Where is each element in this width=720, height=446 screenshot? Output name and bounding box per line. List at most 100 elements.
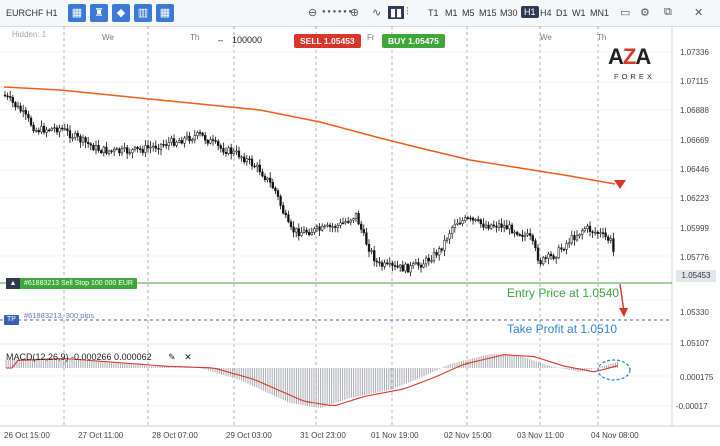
candle-body — [560, 247, 563, 250]
candle-body — [261, 171, 264, 177]
tp-tag[interactable]: TP — [4, 315, 19, 325]
candle-body — [198, 132, 202, 134]
candle-body — [607, 236, 610, 241]
candle-body — [422, 263, 425, 268]
candle-body — [328, 224, 332, 228]
candle-body — [425, 257, 428, 265]
candle-body — [110, 150, 113, 153]
templates-icon[interactable]: ▥ — [134, 4, 152, 22]
candle-body — [11, 97, 14, 103]
candle-body — [79, 136, 82, 143]
macd-highlight-circle — [597, 359, 631, 381]
hidden-objects-label[interactable]: Hidden: 1 — [12, 30, 47, 39]
candle-body — [136, 146, 139, 149]
indicators-icon[interactable]: ♜ — [90, 4, 108, 22]
candle-body — [448, 233, 451, 240]
candle-body — [536, 247, 540, 261]
tf-m30[interactable]: M30 — [500, 8, 518, 18]
candle-body — [274, 187, 277, 192]
candle-body — [552, 255, 555, 259]
tf-m5[interactable]: M5 — [462, 8, 475, 18]
candle-body — [310, 232, 313, 235]
price-tick-label: 1.05776 — [680, 253, 709, 262]
tf-mn1[interactable]: MN1 — [590, 8, 610, 18]
candle-body — [97, 144, 100, 151]
candle-body — [266, 177, 269, 181]
candle-body — [206, 140, 209, 144]
tf-t1[interactable]: T1 — [428, 8, 439, 18]
candle-body — [279, 196, 282, 206]
candle-body — [24, 110, 27, 115]
candle-body — [219, 145, 222, 149]
line-chart-icon[interactable]: ∿ — [372, 7, 382, 19]
tf-m1[interactable]: M1 — [445, 8, 458, 18]
sell-button[interactable]: SELL 1.05453 — [294, 34, 361, 48]
candle-body — [412, 263, 415, 266]
period-label[interactable]: H1 — [46, 8, 58, 18]
moving-average-line — [3, 86, 616, 185]
candle-body — [120, 148, 124, 154]
tf-h1[interactable]: H1 — [521, 6, 539, 18]
pending-order-tag[interactable]: ▲ #61883213 Sell Stop 100 000 EUR — [6, 278, 137, 289]
candle-body — [344, 221, 347, 224]
candle-body — [503, 225, 506, 228]
detach-icon[interactable]: ⧉ — [664, 6, 672, 18]
zoom-out-icon[interactable]: ⊖ — [308, 7, 318, 19]
settings-icon[interactable]: ⚙ — [640, 7, 650, 19]
candle-body — [440, 248, 443, 251]
candle-body — [16, 105, 20, 108]
candle-body — [53, 127, 56, 130]
candle-body — [349, 219, 352, 223]
quantity-minus[interactable]: – — [218, 35, 224, 45]
bar-chart-icon[interactable]: ⫶ — [406, 6, 409, 18]
candle-body — [474, 219, 477, 221]
grid-icon[interactable]: ▦ — [156, 4, 174, 22]
zoom-slider[interactable]: ● ● ● ● ● ● — [322, 9, 353, 15]
candle-body — [487, 224, 490, 229]
zoom-in-icon[interactable]: ⊕ — [350, 7, 360, 19]
quantity-input[interactable]: 100000 — [232, 35, 263, 45]
chart-type-icon[interactable]: ▦ — [68, 4, 86, 22]
candle-chart-icon[interactable]: ▮▮ — [388, 6, 405, 19]
candle-body — [508, 224, 511, 230]
candle-body — [367, 244, 371, 252]
tf-h4[interactable]: H4 — [540, 8, 552, 18]
candle-body — [495, 225, 498, 228]
candle-body — [609, 238, 612, 241]
close-icon[interactable]: ✕ — [694, 7, 704, 19]
candle-body — [201, 132, 204, 136]
edit-pencil-icon[interactable]: ✎ — [168, 352, 176, 362]
candle-body — [443, 240, 446, 251]
minimize-icon[interactable]: ▭ — [620, 7, 631, 19]
candle-body — [497, 223, 501, 228]
candle-body — [354, 213, 358, 219]
symbol-label[interactable]: EURCHF — [6, 8, 44, 18]
candle-body — [365, 232, 368, 245]
candle-body — [326, 224, 329, 227]
candle-body — [76, 133, 79, 137]
candle-body — [42, 125, 46, 133]
remove-indicator-icon[interactable]: ✕ — [184, 352, 192, 362]
tf-d1[interactable]: D1 — [556, 8, 568, 18]
candle-body — [544, 257, 547, 259]
buy-button[interactable]: BUY 1.05475 — [382, 34, 445, 48]
candle-body — [256, 164, 259, 168]
candle-body — [352, 218, 355, 221]
toolbar: EURCHF H1 ▦ ♜ ◆ ▥ ▦ ⊖ ● ● ● ● ● ● ⊕ ∿ ▮▮… — [0, 0, 720, 27]
candle-body — [105, 146, 108, 154]
candle-body — [144, 145, 147, 153]
candle-body — [243, 156, 246, 163]
candle-body — [479, 219, 482, 225]
tf-m15[interactable]: M15 — [479, 8, 497, 18]
candle-body — [594, 231, 597, 234]
tf-w1[interactable]: W1 — [572, 8, 586, 18]
candle-body — [159, 144, 163, 150]
candle-body — [133, 146, 137, 150]
objects-icon[interactable]: ◆ — [112, 4, 130, 22]
candle-body — [58, 127, 61, 133]
candle-body — [224, 152, 228, 154]
entry-price-annotation: Entry Price at 1.0540 — [507, 286, 620, 300]
candle-body — [484, 224, 488, 228]
candle-body — [276, 190, 280, 197]
